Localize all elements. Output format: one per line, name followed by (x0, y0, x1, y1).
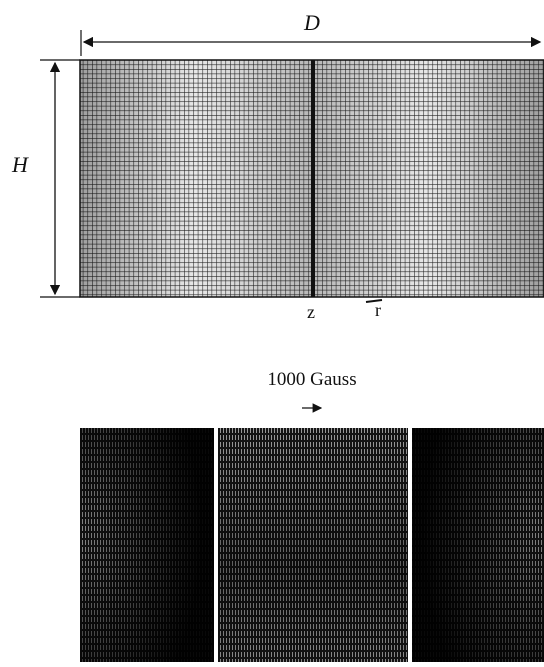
field-shade (218, 428, 408, 662)
separator (408, 428, 412, 662)
width-label: D (303, 10, 320, 35)
separator (214, 428, 218, 662)
height-label: H (11, 152, 29, 177)
axial-label: z (307, 302, 315, 322)
scale-label: 1000 Gauss (267, 369, 356, 390)
figure: D H z r 1000 Gauss (0, 0, 544, 662)
field-shade (80, 428, 214, 662)
radial-label: r (375, 300, 381, 320)
axis-line (311, 60, 315, 297)
field-shade (410, 428, 544, 662)
page: D H z r 1000 Gauss (() => { const data =… (0, 0, 544, 662)
